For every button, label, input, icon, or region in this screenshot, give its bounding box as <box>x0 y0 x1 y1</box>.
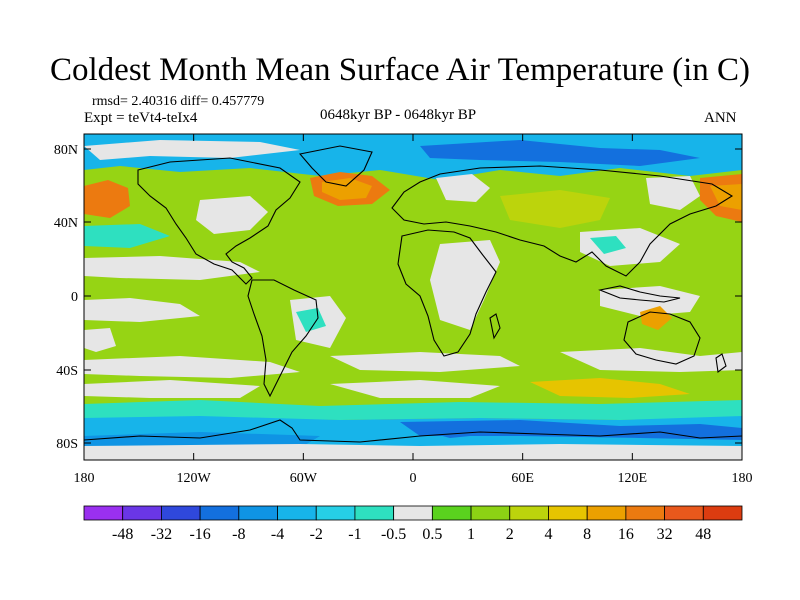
colorbar-label: -48 <box>112 526 133 543</box>
lat-label: 80S <box>56 437 78 452</box>
field-region <box>84 400 742 420</box>
field-region <box>400 420 742 440</box>
field-region <box>590 236 626 254</box>
coastline-madagascar <box>489 313 501 340</box>
lon-label: 0 <box>410 471 417 486</box>
coastline-greenland <box>298 145 373 187</box>
map-field <box>84 134 742 460</box>
field-region <box>84 180 130 218</box>
colorbar-swatch <box>277 505 317 521</box>
colorbar-swatch <box>161 505 201 521</box>
colorbar-swatch <box>470 505 511 521</box>
coastline-south-america <box>247 279 319 398</box>
lon-label: 180 <box>74 471 95 486</box>
colorbar-label: 0.5 <box>422 526 442 543</box>
lon-label: 60E <box>511 471 534 486</box>
colorbar-label: 48 <box>695 526 711 543</box>
coastline-new-zealand <box>715 353 727 373</box>
lat-label: 40N <box>54 216 78 231</box>
field-region <box>330 352 520 372</box>
lat-label: 0 <box>71 290 78 305</box>
colorbar-swatch <box>393 505 433 521</box>
field-region <box>500 190 610 228</box>
colorbar-swatch <box>664 505 704 521</box>
coastline-australia <box>623 311 701 365</box>
colorbar-label: -0.5 <box>381 526 406 543</box>
colorbar-swatch <box>122 505 162 521</box>
colorbar-swatch <box>199 505 240 521</box>
colorbar-label: 1 <box>467 526 475 543</box>
field-region <box>84 140 300 160</box>
field-region <box>530 378 690 398</box>
field-region <box>84 380 260 398</box>
field-region <box>640 306 672 330</box>
field-region <box>84 256 260 280</box>
colorbar-label: -2 <box>310 526 323 543</box>
field-region <box>84 224 170 248</box>
map-title: Coldest Month Mean Surface Air Temperatu… <box>50 52 750 88</box>
colorbar-swatch <box>548 505 588 521</box>
lon-label: 120W <box>177 471 212 486</box>
period-label: 0648kyr BP - 0648kyr BP <box>320 107 477 123</box>
colorbar-swatch <box>509 505 549 521</box>
lat-label: 80N <box>54 143 78 158</box>
stats-text: rmsd= 2.40316 diff= 0.457779 <box>92 94 265 109</box>
field-region <box>84 444 742 460</box>
field-region <box>296 308 326 332</box>
map-axes: 80N 40N 0 40S 80S 180 120W 60W 0 60E 120E 180 <box>54 134 753 486</box>
colorbar-swatch <box>238 505 278 521</box>
field-region <box>710 184 742 210</box>
colorbar-label: -1 <box>348 526 361 543</box>
field-region <box>84 328 116 352</box>
colorbar-label: -8 <box>232 526 245 543</box>
colorbar-label: -16 <box>189 526 210 543</box>
coastline-indonesia <box>598 285 681 303</box>
season-label: ANN <box>704 110 737 126</box>
field-region <box>560 348 742 372</box>
coastline-africa <box>397 229 497 357</box>
field-region <box>420 140 700 166</box>
colorbar-label: -4 <box>271 526 284 543</box>
field-region <box>84 298 200 322</box>
lon-label: 120E <box>618 471 648 486</box>
colorbar-label: 16 <box>618 526 634 543</box>
colorbar-label: 4 <box>544 526 552 543</box>
colorbar-swatch <box>431 505 472 521</box>
field-region <box>436 174 490 202</box>
lat-label: 40S <box>56 364 78 379</box>
colorbar-label: 32 <box>657 526 673 543</box>
colorbar-swatch <box>83 505 124 521</box>
colorbar-swatch <box>625 505 665 521</box>
colorbar: -48 -32 -16 -8 -4 -2 -1 -0.5 0.5 1 2 4 8 16 32 48 <box>83 505 743 543</box>
experiment-label: Expt = teVt4-teIx4 <box>84 110 198 126</box>
field-region <box>420 428 490 438</box>
coastlines <box>84 145 742 443</box>
coastline-antarctica <box>84 419 742 443</box>
colorbar-label: 2 <box>506 526 514 543</box>
colorbar-swatch <box>354 505 395 521</box>
field-region <box>430 240 500 330</box>
colorbar-swatch <box>586 505 627 521</box>
coastline-eurasia <box>391 165 734 277</box>
colorbar-swatch <box>315 505 356 521</box>
colorbar-label: 8 <box>583 526 591 543</box>
field-region <box>646 176 700 210</box>
colorbar-label: -32 <box>151 526 172 543</box>
lon-label: 60W <box>290 471 318 486</box>
field-region <box>330 380 500 398</box>
coastline-north-america <box>137 157 301 285</box>
colorbar-swatch <box>702 505 743 521</box>
field-region <box>196 196 268 234</box>
field-region <box>84 356 300 378</box>
lon-label: 180 <box>732 471 753 486</box>
